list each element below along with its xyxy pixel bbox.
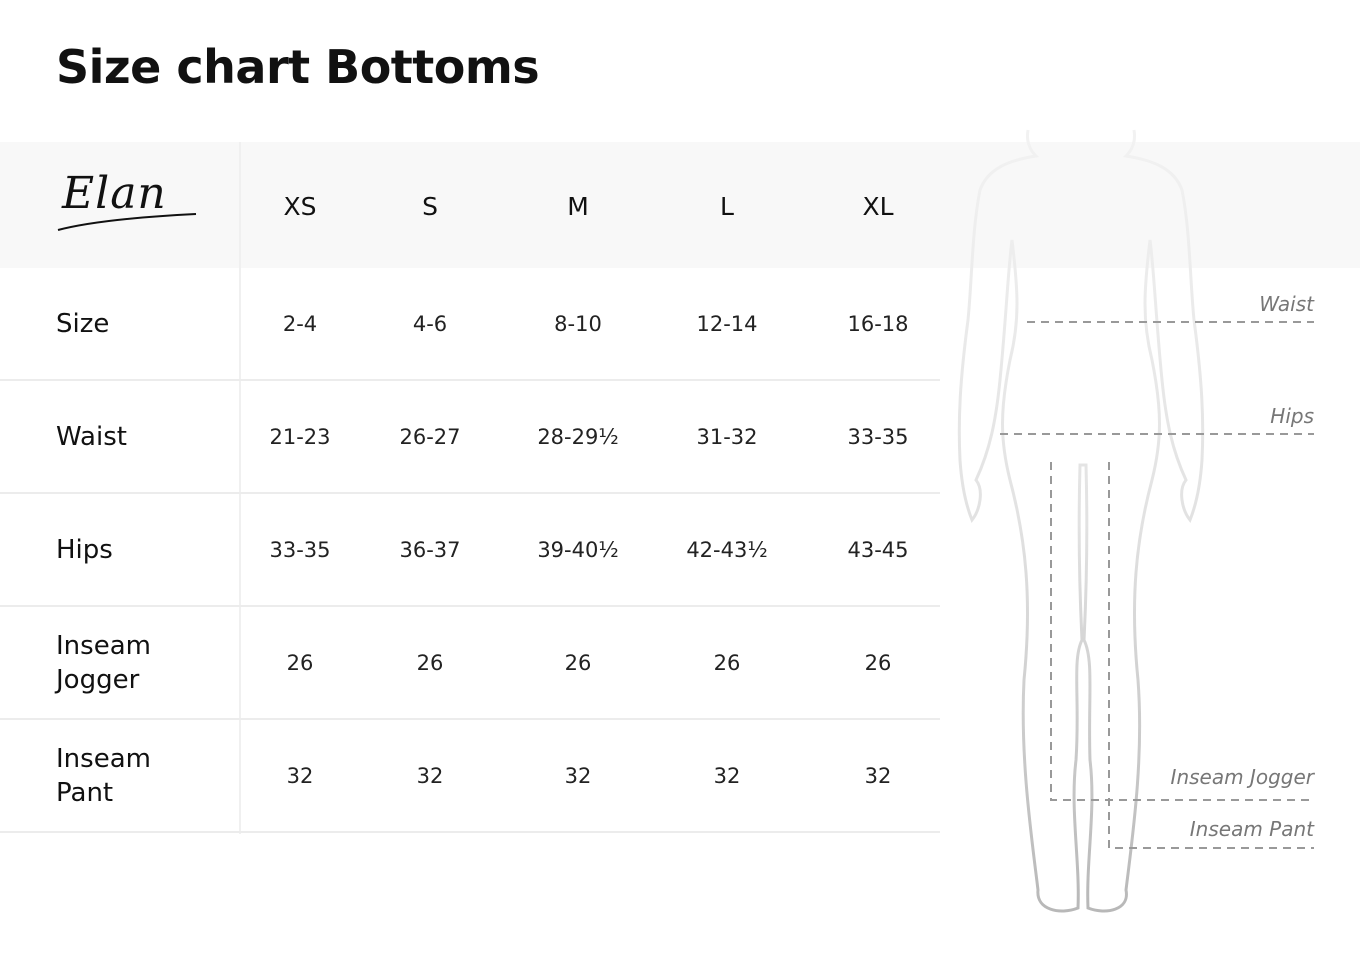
table-cell: 39-40½ — [537, 537, 619, 562]
hips-label: Hips — [1270, 404, 1314, 428]
table-row: Hips 33-35 36-37 39-40½ 42-43½ 43-45 — [0, 494, 940, 607]
brand-logo: Elan — [56, 168, 201, 238]
table-cell: 28-29½ — [537, 424, 619, 449]
row-label: Inseam Jogger — [56, 630, 151, 695]
row-label: Inseam Pant — [56, 743, 151, 808]
table-cell: 33-35 — [847, 424, 909, 449]
table-cell: 33-35 — [269, 537, 331, 562]
table-row: Waist 21-23 26-27 28-29½ 31-32 33-35 — [0, 381, 940, 494]
table-row: Inseam Pant 32 32 32 32 32 — [0, 720, 940, 833]
row-label: Size — [56, 308, 110, 339]
column-divider — [239, 142, 241, 834]
table-cell: 12-14 — [696, 311, 758, 336]
inseam-pant-label: Inseam Pant — [1189, 817, 1314, 841]
logo-underline — [57, 213, 197, 231]
body-silhouette-icon — [957, 129, 1314, 913]
table-cell: 32 — [416, 763, 444, 788]
page-title: Size chart Bottoms — [56, 40, 540, 94]
table-cell: 36-37 — [399, 537, 461, 562]
waist-label: Waist — [1259, 292, 1314, 316]
column-header-l: L — [720, 192, 734, 221]
table-cell: 32 — [864, 763, 892, 788]
table-cell: 42-43½ — [686, 537, 768, 562]
table-cell: 32 — [564, 763, 592, 788]
table-cell: 26 — [564, 650, 592, 675]
row-label: Waist — [56, 421, 127, 452]
column-header-xs: XS — [283, 192, 317, 221]
column-header-xl: XL — [862, 192, 894, 221]
table-cell: 8-10 — [554, 311, 602, 336]
body-measurement-figure: Waist Hips Inseam Jogger Inseam Pant — [940, 120, 1360, 924]
table-cell: 26-27 — [399, 424, 461, 449]
table-cell: 32 — [286, 763, 314, 788]
table-cell: 32 — [713, 763, 741, 788]
table-cell: 16-18 — [847, 311, 909, 336]
table-cell: 26 — [864, 650, 892, 675]
row-label: Hips — [56, 534, 113, 565]
table-cell: 26 — [286, 650, 314, 675]
inseam-jogger-label: Inseam Jogger — [1170, 765, 1314, 789]
table-row: Inseam Jogger 26 26 26 26 26 — [0, 607, 940, 720]
table-cell: 26 — [416, 650, 444, 675]
table-row: Size 2-4 4-6 8-10 12-14 16-18 — [0, 268, 940, 381]
table-header-band — [0, 142, 1360, 268]
table-cell: 43-45 — [847, 537, 909, 562]
table-cell: 4-6 — [412, 311, 448, 336]
column-header-s: S — [422, 192, 438, 221]
table-cell: 2-4 — [282, 311, 318, 336]
column-header-m: M — [567, 192, 589, 221]
table-cell: 21-23 — [269, 424, 331, 449]
table-cell: 31-32 — [696, 424, 758, 449]
table-cell: 26 — [713, 650, 741, 675]
brand-name: Elan — [62, 168, 167, 219]
